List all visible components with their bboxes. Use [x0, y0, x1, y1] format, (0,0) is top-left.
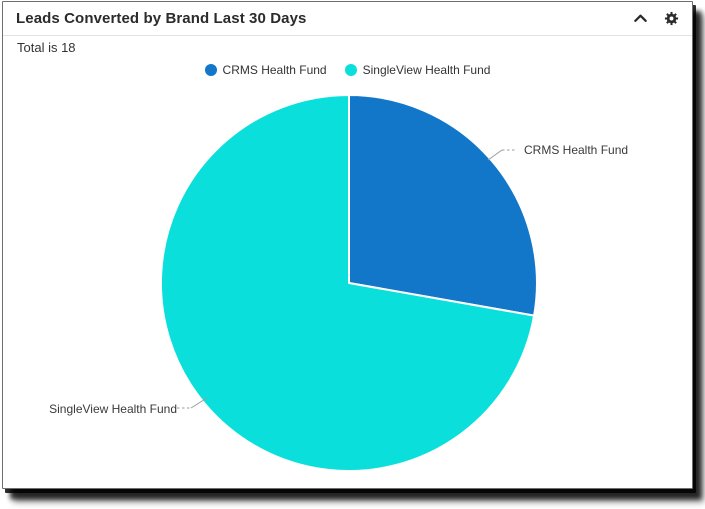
chart-area: Total is 18 CRMS Health Fund SingleView … [3, 36, 692, 488]
header-actions [632, 11, 679, 27]
legend-marker-crms [204, 64, 217, 76]
pie-chart [159, 94, 538, 472]
callout-label-crms: CRMS Health Fund [524, 143, 629, 157]
chart-legend: CRMS Health Fund SingleView Health Fund [3, 63, 692, 77]
legend-label-singleview: SingleView Health Fund [362, 63, 491, 77]
legend-item-singleview[interactable]: SingleView Health Fund [344, 63, 491, 77]
settings-button[interactable] [663, 11, 679, 27]
pie-slice-1[interactable] [159, 94, 536, 472]
chevron-up-icon [633, 11, 648, 26]
leads-converted-widget: Leads Converted by Brand Last 30 Days [2, 1, 693, 489]
widget-header: Leads Converted by Brand Last 30 Days [3, 2, 692, 36]
legend-item-crms[interactable]: CRMS Health Fund [204, 63, 327, 77]
widget-title: Leads Converted by Brand Last 30 Days [16, 10, 307, 27]
pie-slice-0[interactable] [348, 94, 538, 317]
callout-connectors [177, 149, 517, 409]
connector-crms-diagonal [487, 149, 503, 161]
pie-slices[interactable] [159, 94, 538, 472]
legend-marker-singleview [344, 64, 357, 76]
gear-icon [664, 11, 679, 26]
connector-singleview-diagonal [190, 397, 208, 409]
total-label: Total is 18 [17, 40, 76, 55]
collapse-button[interactable] [632, 11, 648, 27]
callout-label-singleview: SingleView Health Fund [49, 402, 177, 416]
legend-label-crms: CRMS Health Fund [222, 63, 327, 77]
